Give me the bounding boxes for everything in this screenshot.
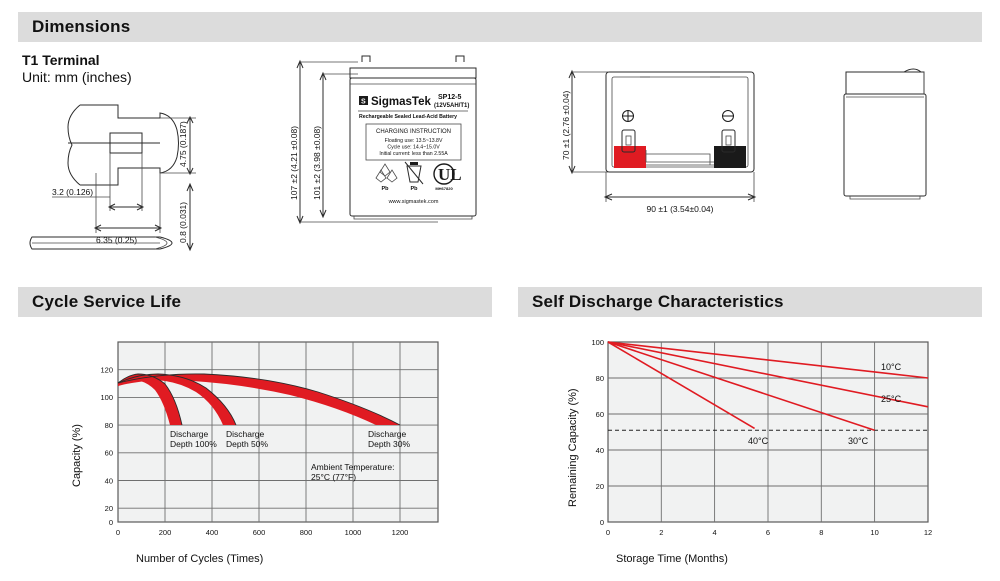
ann-dod-50-line1: Discharge <box>226 429 265 439</box>
ann-dod-100-line2: Depth 100% <box>170 439 217 449</box>
svg-text:60: 60 <box>596 410 604 419</box>
section-title-dimensions: Dimensions <box>32 17 131 36</box>
self-y-axis-label: Remaining Capacity (%) <box>567 388 579 507</box>
svg-text:1000: 1000 <box>345 528 362 537</box>
svg-text:0: 0 <box>606 528 610 537</box>
front-case-height-callout: 101 ±2 (3.98 ±0.08) <box>312 126 322 200</box>
battery-type-text: Rechargeable Sealed Lead-Acid Battery <box>359 114 457 120</box>
svg-text:100: 100 <box>591 338 604 347</box>
svg-text:200: 200 <box>159 528 172 537</box>
self-line-25c <box>607 341 929 408</box>
label-10c: 10°C <box>881 362 902 372</box>
section-title-cycle-service-life: Cycle Service Life <box>32 292 182 311</box>
svg-text:UL: UL <box>438 165 462 184</box>
svg-text:800: 800 <box>300 528 313 537</box>
chart-cycle-service-life: 120 100 80 60 40 20 0 0 200 400 600 800 … <box>18 322 492 577</box>
brand-name: SigmasTek <box>371 96 431 108</box>
svg-text:6: 6 <box>766 528 770 537</box>
cycle-band-dod-100 <box>118 374 182 425</box>
section-title-self-discharge: Self Discharge Characteristics <box>532 292 784 311</box>
svg-text:60: 60 <box>105 449 113 458</box>
svg-text:0: 0 <box>600 518 604 527</box>
ann-dod-30-line2: Depth 30% <box>368 439 410 449</box>
figure-battery-side-profile <box>820 50 980 235</box>
recycle-icon-caption: Pb <box>381 186 389 192</box>
svg-text:40: 40 <box>105 476 113 485</box>
svg-text:600: 600 <box>253 528 266 537</box>
bin-icon-caption: Pb <box>410 186 418 192</box>
terminal-base-width-callout: 6.35 (0.25) <box>96 235 137 245</box>
model-number: SP12-5 <box>438 94 461 101</box>
cycle-gridlines <box>118 342 438 522</box>
brand-mark-glyph: S <box>361 99 366 106</box>
svg-text:12: 12 <box>924 528 932 537</box>
cycle-band-dod-30 <box>118 373 400 425</box>
svg-text:80: 80 <box>105 421 113 430</box>
model-spec: (12V5AH/T1) <box>434 103 469 109</box>
cycle-x-tick-labels: 0 200 400 600 800 1000 1200 <box>116 528 408 537</box>
ann-dod-30-line1: Discharge <box>368 429 407 439</box>
cycle-y-tick-labels: 120 100 80 60 40 20 0 <box>100 366 113 528</box>
section-header-self-discharge: Self Discharge Characteristics <box>518 287 982 317</box>
self-x-tick-labels: 0 2 4 6 8 10 12 <box>606 528 932 537</box>
ul-listed-icon: UL MH67820 <box>433 163 462 191</box>
label-25c: 25°C <box>881 394 902 404</box>
label-40c: 40°C <box>748 436 769 446</box>
svg-text:80: 80 <box>596 374 604 383</box>
cycle-y-axis-label: Capacity (%) <box>71 424 83 487</box>
section-header-dimensions: Dimensions <box>18 12 982 42</box>
section-header-cycle-service-life: Cycle Service Life <box>18 287 492 317</box>
svg-text:400: 400 <box>206 528 219 537</box>
svg-text:100: 100 <box>100 393 113 402</box>
ann-ambient-line1: Ambient Temperature: <box>311 462 394 472</box>
charging-line-2: Cycle use: 14.4~15.0V <box>387 145 440 151</box>
svg-text:40: 40 <box>596 446 604 455</box>
svg-text:20: 20 <box>105 504 113 513</box>
svg-text:0: 0 <box>109 518 113 527</box>
self-y-tick-labels: 100 80 60 40 20 0 <box>591 338 604 527</box>
figure-battery-top-view: 70 ±1 (2.76 ±0.04) 90 ±1 (3.54±0.04) <box>550 50 780 235</box>
svg-text:10: 10 <box>870 528 878 537</box>
chart-self-discharge: 100 80 60 40 20 0 0 2 4 6 8 10 12 10°C 2… <box>518 322 982 577</box>
recycle-lead-icon: Pb <box>375 163 398 192</box>
svg-text:20: 20 <box>596 482 604 491</box>
svg-text:0: 0 <box>116 528 120 537</box>
top-width-callout: 90 ±1 (3.54±0.04) <box>647 204 714 214</box>
svg-text:4: 4 <box>713 528 717 537</box>
self-series-labels: 10°C 25°C 30°C 40°C <box>748 362 902 446</box>
self-gridlines <box>608 342 928 522</box>
svg-text:8: 8 <box>819 528 823 537</box>
ann-dod-50-line2: Depth 50% <box>226 439 268 449</box>
unit-note-label: Unit: mm (inches) <box>22 69 132 85</box>
svg-text:1200: 1200 <box>392 528 409 537</box>
self-line-10c <box>607 341 929 379</box>
website-text: www.sigmastek.com <box>388 199 439 205</box>
self-x-axis-label: Storage Time (Months) <box>616 553 728 565</box>
svg-text:2: 2 <box>659 528 663 537</box>
figure-t1-terminal: 4.75 (0.187) 3.2 (0.126) 6.35 (0.25) 0.8… <box>10 85 280 255</box>
charging-line-1: Floating use: 13.5~13.8V <box>385 138 443 144</box>
terminal-height-callout: 4.75 (0.187) <box>178 121 188 167</box>
self-line-40c <box>607 341 756 430</box>
cycle-band-dod-50 <box>118 374 236 425</box>
charging-instruction-title: CHARGING INSTRUCTION <box>376 129 451 135</box>
terminal-thickness-callout: 0.8 (0.031) <box>178 202 188 243</box>
ul-icon-caption: MH67820 <box>435 186 453 191</box>
ann-dod-100-line1: Discharge <box>170 429 209 439</box>
label-30c: 30°C <box>848 436 869 446</box>
cycle-annotations: Discharge Depth 100% Discharge Depth 50%… <box>170 429 410 482</box>
front-total-height-callout: 107 ±2 (4.21 ±0.08) <box>289 126 299 200</box>
self-line-30c <box>607 341 875 431</box>
svg-text:120: 120 <box>100 366 113 375</box>
terminal-slot-width-callout: 3.2 (0.126) <box>52 187 93 197</box>
charging-line-3: Initial current: less than 2.55A <box>379 151 448 157</box>
terminal-type-label: T1 Terminal <box>22 52 100 68</box>
cycle-x-axis-label: Number of Cycles (Times) <box>136 553 263 565</box>
top-depth-callout: 70 ±1 (2.76 ±0.04) <box>561 90 571 160</box>
ann-ambient-line2: 25°C (77°F) <box>311 472 356 482</box>
figure-battery-front-view: 107 ±2 (4.21 ±0.08) 101 ±2 (3.98 ±0.08) … <box>288 50 498 235</box>
crossed-out-wheelie-bin-icon: Pb <box>404 161 424 192</box>
